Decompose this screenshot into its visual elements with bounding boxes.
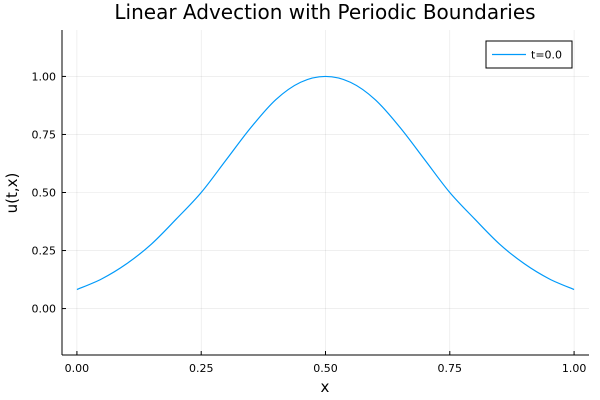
y-tick-label: 0.50: [32, 187, 57, 200]
series-layer: [76, 75, 575, 291]
chart-title: Linear Advection with Periodic Boundarie…: [114, 0, 535, 24]
x-tick-label: 0.50: [313, 362, 338, 375]
x-ticks: 0.00 0.25 0.50 0.75 1.00: [65, 351, 587, 375]
x-tick-label: 0.75: [438, 362, 463, 375]
grid: [62, 30, 589, 355]
series-line-t0: [76, 75, 575, 291]
y-tick-label: 0.00: [32, 303, 57, 316]
legend-label: t=0.0: [531, 49, 562, 62]
x-axis-label: x: [321, 378, 330, 396]
x-tick-label: 0.00: [65, 362, 90, 375]
y-ticks: 0.00 0.25 0.50 0.75 1.00: [32, 70, 66, 316]
y-tick-label: 1.00: [32, 70, 57, 83]
y-tick-label: 0.25: [32, 245, 57, 258]
x-tick-label: 1.00: [562, 362, 587, 375]
y-axis-label: u(t,x): [3, 173, 21, 214]
legend: t=0.0: [485, 40, 573, 69]
y-tick-label: 0.75: [32, 128, 57, 141]
x-tick-label: 0.25: [189, 362, 214, 375]
